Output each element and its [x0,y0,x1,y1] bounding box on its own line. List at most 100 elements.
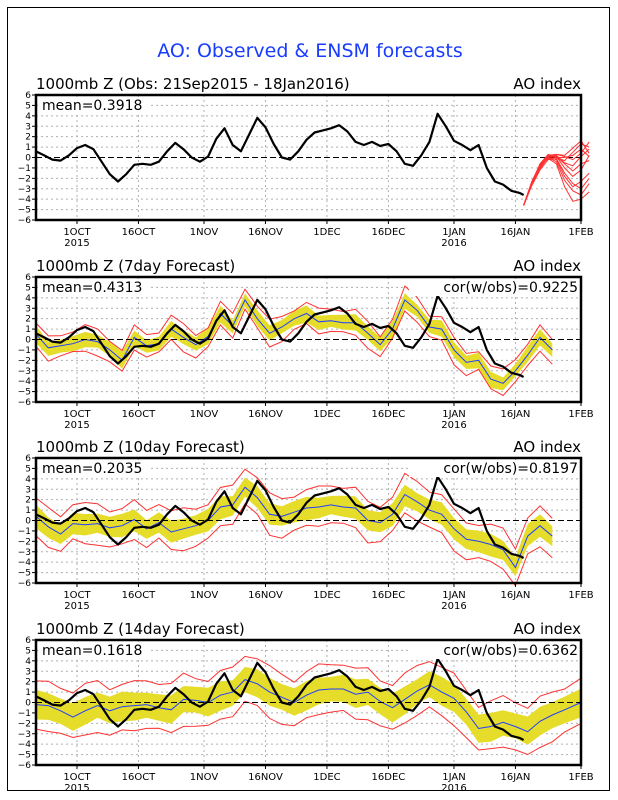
x-tick-label: 1NOV [190,590,219,601]
y-tick-label: 3 [25,667,31,677]
panel-title: 1000mb Z (10day Forecast) [36,438,245,456]
y-tick-label: 6 [25,273,31,283]
y-tick-label: 1 [25,506,31,516]
stat-right-bg [409,461,578,477]
observed-line [35,112,525,196]
x-tick-label: 16JAN [501,772,531,783]
correlation-stat: cor(w/obs)=0.9225 [443,280,578,296]
x-tick-label: 16JAN [501,409,531,420]
y-tick-label: 2 [25,315,31,325]
x-tick-label: 16DEC [372,772,406,783]
mean-stat: mean=0.2035 [42,461,142,477]
stat-left-bg [39,280,149,296]
x-tick-label: 16DEC [372,227,406,238]
y-tick-label: −3 [18,548,31,558]
y-tick-label: −1 [18,164,31,174]
x-tick-label: 1OCT [63,590,91,601]
ensemble-min-line [35,308,553,397]
x-tick-label: 1OCT [63,227,91,238]
x-tick-year-label: 2016 [441,783,466,794]
y-tick-label: −2 [18,356,31,366]
stat-left-bg [39,461,149,477]
ensemble-member-line [523,143,590,206]
y-tick-label: 2 [25,133,31,143]
panel-1: 1000mb Z (Obs: 21Sep2015 - 18Jan2016) AO … [18,75,594,249]
y-tick-label: 2 [25,496,31,506]
x-tick-label: 16NOV [248,409,283,420]
ensemble-min-line [35,502,553,587]
x-tick-year-label: 2015 [64,420,89,431]
ensemble-mean-line [35,486,553,569]
y-tick-label: −5 [18,206,31,216]
x-tick-label: 16OCT [122,772,157,783]
y-tick-label: −4 [18,558,32,568]
y-tick-label: −4 [18,377,32,387]
y-tick-label: 3 [25,304,31,314]
panel-right-label: AO index [513,438,581,456]
ensemble-min-line [35,700,582,756]
y-tick-label: −6 [18,398,32,408]
y-tick-label: −1 [18,527,31,537]
y-tick-label: 5 [25,283,31,293]
ensemble-member-line [523,156,590,206]
x-tick-label: 1FEB [568,590,593,601]
x-tick-year-label: 2016 [441,601,466,612]
y-tick-label: 0 [25,699,31,709]
ensemble-spread-band [36,666,581,745]
y-tick-label: 0 [25,336,31,346]
x-tick-label: 1JAN [442,772,465,783]
y-tick-label: 3 [25,122,31,132]
x-tick-label: 16NOV [248,772,283,783]
mean-stat: mean=0.3918 [42,98,142,114]
y-tick-label: 0 [25,154,31,164]
ensemble-member-line [523,141,590,206]
panel-title: 1000mb Z (14day Forecast) [36,620,245,638]
x-tick-label: 1OCT [63,409,91,420]
x-tick-label: 1FEB [568,227,593,238]
y-tick-label: 4 [25,657,31,667]
stat-right-bg [409,643,578,659]
y-tick-label: −3 [18,730,31,740]
ensemble-spread-band [36,477,553,577]
ensemble-max-line [35,468,553,551]
y-tick-label: −4 [18,195,32,205]
panel-4: 1000mb Z (14day Forecast) AO index 6543210… [18,620,594,794]
x-tick-year-label: 2015 [64,601,89,612]
y-tick-label: −1 [18,709,31,719]
x-tick-label: 16OCT [122,590,157,601]
x-tick-label: 1DEC [313,590,340,601]
y-tick-label: 0 [25,517,31,527]
correlation-stat: cor(w/obs)=0.8197 [443,461,578,477]
x-tick-label: 1NOV [190,409,219,420]
ensemble-mean-line [35,679,582,733]
x-tick-year-label: 2015 [64,238,89,249]
y-tick-label: −3 [18,185,31,195]
panel-2: 1000mb Z (7day Forecast) AO index6543210−… [18,257,594,431]
y-tick-label: 5 [25,101,31,111]
x-tick-label: 1DEC [313,227,340,238]
x-tick-label: 16OCT [122,227,157,238]
y-tick-label: −6 [18,216,32,226]
panel-3: 1000mb Z (10day Forecast) AO index 6543210… [18,438,594,612]
y-tick-label: −5 [18,569,31,579]
x-tick-label: 1JAN [442,409,465,420]
stat-left-bg [39,643,149,659]
x-tick-label: 1FEB [568,409,593,420]
y-tick-label: 4 [25,475,31,485]
mean-stat: mean=0.1618 [42,643,142,659]
y-tick-label: −5 [18,388,31,398]
y-tick-label: 6 [25,454,31,464]
x-tick-label: 16DEC [372,409,406,420]
x-tick-year-label: 2016 [441,238,466,249]
stat-left-bg [39,98,149,114]
ensemble-max-line [35,655,582,709]
y-tick-label: 3 [25,485,31,495]
y-tick-label: −3 [18,367,31,377]
y-tick-label: 5 [25,646,31,656]
correlation-stat: cor(w/obs)=0.6362 [443,643,578,659]
panel-right-label: AO index [513,257,581,275]
x-tick-label: 16OCT [122,409,157,420]
x-tick-label: 1DEC [313,772,340,783]
x-tick-label: 16JAN [501,590,531,601]
